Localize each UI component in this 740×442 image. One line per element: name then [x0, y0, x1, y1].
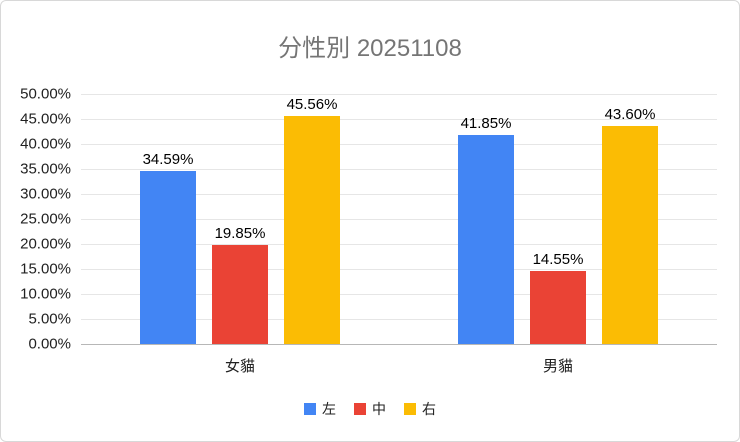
bar-中[interactable]: [530, 271, 586, 344]
bar-column: 43.60%: [602, 94, 658, 344]
category-label: 男貓: [542, 358, 573, 375]
gridline: [81, 194, 717, 195]
y-tick-label: 50.00%: [20, 85, 71, 103]
data-label: 41.85%: [460, 114, 512, 132]
x-axis-line: [81, 344, 717, 345]
gridline: [81, 319, 717, 320]
gridline: [81, 294, 717, 295]
y-tick-label: 10.00%: [20, 285, 71, 303]
y-axis-labels: 0.00% 5.00% 10.00% 15.00% 20.00% 25.00% 30.00%…: [1, 86, 71, 353]
gridline: [81, 269, 717, 270]
data-label: 19.85%: [214, 224, 266, 242]
y-tick-label: 45.00%: [20, 110, 71, 128]
bar-右[interactable]: [602, 126, 658, 344]
y-tick-label: 25.00%: [20, 210, 71, 228]
legend-swatch: [304, 403, 316, 415]
legend-label: 左: [322, 401, 336, 417]
legend-swatch: [354, 403, 366, 415]
data-label: 34.59%: [142, 151, 194, 169]
legend-swatch: [404, 403, 416, 415]
x-axis-labels: 女貓 男貓: [81, 355, 717, 376]
gridline: [81, 144, 717, 145]
bar-groups: 34.59% 19.85% 45.56% 41.85% 14.55% 43.60%: [81, 94, 717, 344]
bar-column: 45.56%: [284, 94, 340, 344]
bar-column: 14.55%: [530, 94, 586, 344]
bar-中[interactable]: [212, 244, 268, 344]
bar-右[interactable]: [284, 116, 340, 344]
gridline: [81, 219, 717, 220]
gridline: [81, 119, 717, 120]
category-label: 女貓: [224, 358, 255, 375]
bar-column: 41.85%: [458, 94, 514, 344]
y-tick-label: 40.00%: [20, 135, 71, 153]
y-tick-label: 35.00%: [20, 160, 71, 178]
bar-group: 34.59% 19.85% 45.56%: [81, 94, 399, 344]
data-label: 45.56%: [286, 96, 338, 114]
y-tick-label: 20.00%: [20, 235, 71, 253]
bar-column: 34.59%: [140, 94, 196, 344]
bar-group: 41.85% 14.55% 43.60%: [399, 94, 717, 344]
gridline: [81, 169, 717, 170]
data-label: 43.60%: [604, 106, 656, 123]
gridline: [81, 244, 717, 245]
legend-item-左[interactable]: 左: [304, 399, 336, 419]
gridline: [81, 94, 717, 95]
legend-item-右[interactable]: 右: [404, 399, 436, 419]
bar-左[interactable]: [458, 134, 514, 344]
legend-label: 中: [372, 401, 386, 417]
chart-title: 分性別 20251108: [278, 35, 462, 62]
legend-label: 右: [422, 401, 436, 417]
bar-左[interactable]: [140, 171, 196, 344]
legend: 左中右: [1, 399, 739, 419]
data-label: 14.55%: [532, 251, 584, 269]
y-tick-label: 15.00%: [20, 260, 71, 278]
y-tick-label: 30.00%: [20, 185, 71, 203]
plot-area: 34.59% 19.85% 45.56% 41.85% 14.55% 43.60%: [81, 94, 717, 345]
bar-column: 19.85%: [212, 94, 268, 344]
legend-item-中[interactable]: 中: [354, 399, 386, 419]
y-tick-label: 0.00%: [28, 335, 71, 353]
y-tick-label: 5.00%: [28, 310, 71, 328]
